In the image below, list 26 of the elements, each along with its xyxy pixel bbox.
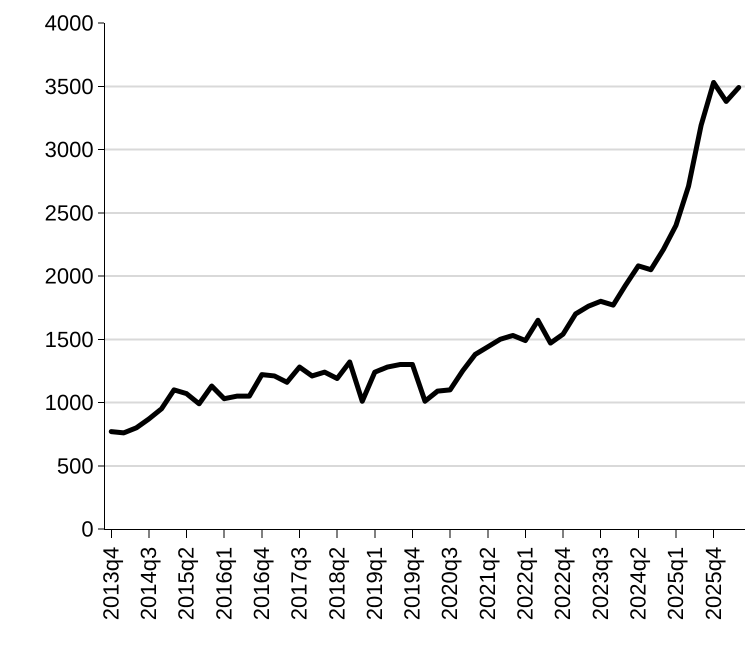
y-tick-label: 1000 — [44, 390, 94, 416]
x-tick-label: 2014q3 — [136, 546, 162, 620]
x-tick-label: 2020q3 — [437, 546, 462, 620]
y-tick-label: 2000 — [44, 264, 94, 289]
y-tick-label: 2500 — [44, 200, 94, 226]
y-tick-label: 1500 — [44, 326, 94, 352]
x-tick-label: 2019q4 — [400, 546, 425, 620]
x-tick-label: 2018q2 — [324, 546, 350, 620]
x-tick-label: 2016q4 — [249, 546, 274, 620]
x-tick-label: 2022q4 — [550, 546, 576, 620]
y-tick-label: 4000 — [44, 10, 94, 36]
y-tick-label: 500 — [56, 453, 94, 478]
x-tick-label: 2025q4 — [700, 546, 726, 620]
x-tick-label: 2022q1 — [512, 546, 538, 620]
y-tick-label: 0 — [81, 516, 94, 542]
x-tick-label: 2023q3 — [588, 546, 613, 620]
x-tick-label: 2024q2 — [625, 546, 650, 620]
x-tick-label: 2016q1 — [211, 546, 236, 620]
x-tick-label: 2017q3 — [286, 546, 312, 620]
y-tick-label: 3500 — [44, 74, 94, 99]
y-tick-label: 3000 — [44, 137, 94, 162]
x-tick-label: 2015q2 — [174, 546, 199, 620]
x-tick-label: 2021q2 — [474, 546, 500, 620]
x-tick-label: 2019q1 — [362, 546, 387, 620]
x-tick-label: 2025q1 — [663, 546, 688, 620]
x-tick-label: 2013q4 — [98, 546, 124, 620]
